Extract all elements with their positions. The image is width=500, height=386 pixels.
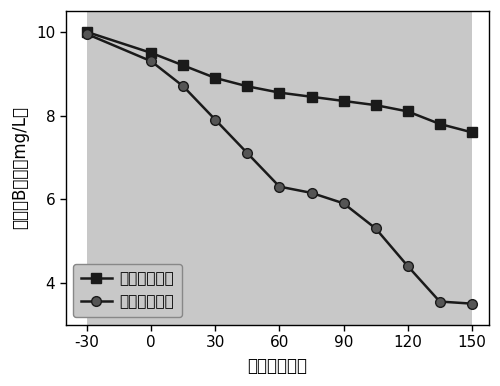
- 复合结构样品: [244, 151, 250, 156]
- 物理混合样品: [404, 109, 410, 114]
- 复合结构样品: [212, 117, 218, 122]
- 物理混合样品: [372, 103, 378, 107]
- Bar: [87, 11, 472, 325]
- 复合结构样品: [469, 301, 475, 306]
- 复合结构样品: [372, 226, 378, 231]
- 物理混合样品: [180, 63, 186, 68]
- 物理混合样品: [148, 51, 154, 55]
- 物理混合样品: [244, 84, 250, 89]
- 物理混合样品: [469, 130, 475, 135]
- Line: 复合结构样品: 复合结构样品: [82, 29, 476, 308]
- 物理混合样品: [436, 122, 442, 126]
- 物理混合样品: [340, 99, 346, 103]
- 物理混合样品: [308, 95, 314, 99]
- 物理混合样品: [276, 90, 282, 95]
- 复合结构样品: [436, 299, 442, 304]
- 物理混合样品: [84, 30, 90, 34]
- 复合结构样品: [340, 201, 346, 206]
- Y-axis label: 罗丹明B浓度（mg/L）: 罗丹明B浓度（mg/L）: [11, 106, 29, 229]
- 复合结构样品: [276, 184, 282, 189]
- Line: 物理混合样品: 物理混合样品: [82, 27, 476, 137]
- 复合结构样品: [404, 264, 410, 268]
- 复合结构样品: [308, 191, 314, 195]
- 复合结构样品: [84, 32, 90, 36]
- 复合结构样品: [148, 59, 154, 64]
- 物理混合样品: [212, 76, 218, 80]
- X-axis label: 时间（分钟）: 时间（分钟）: [248, 357, 308, 375]
- Legend: 物理混合样品, 复合结构样品: 物理混合样品, 复合结构样品: [74, 264, 182, 317]
- 复合结构样品: [180, 84, 186, 89]
